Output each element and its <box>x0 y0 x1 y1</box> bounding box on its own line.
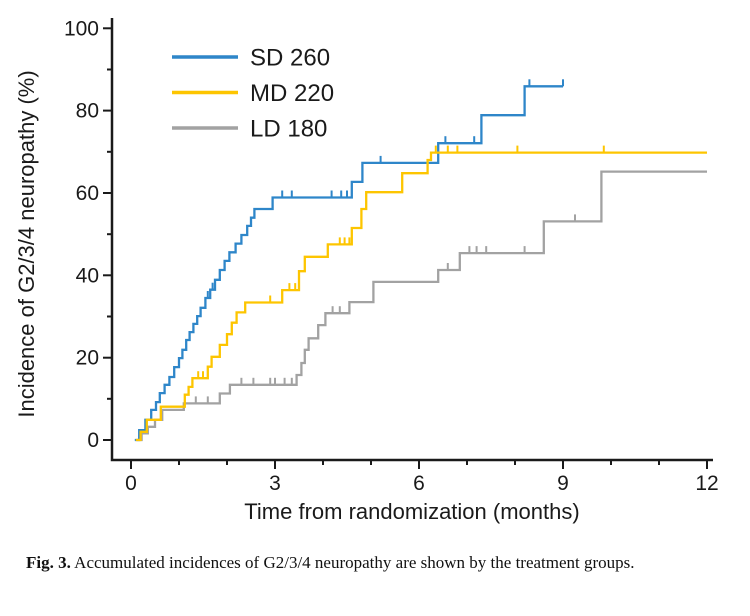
x-axis-title: Time from randomization (months) <box>244 499 579 524</box>
axes: 0 20 40 60 80 100 0 3 6 9 12 <box>64 17 719 495</box>
series-line <box>135 151 707 442</box>
legend-entry-ld-180: LD 180 <box>172 116 327 143</box>
series-ld-180 <box>136 170 707 442</box>
legend-label: MD 220 <box>250 80 334 107</box>
series-line <box>134 85 563 442</box>
x-tick-label: 9 <box>557 472 569 495</box>
chart-svg: 0 20 40 60 80 100 0 3 6 9 12 Incidence of G2/3/4 ne… <box>14 17 719 524</box>
legend-entry-md-220: MD 220 <box>172 80 334 107</box>
series-line <box>136 170 707 442</box>
y-tick-label: 20 <box>76 347 99 370</box>
y-axis-title: Incidence of G2/3/4 neuropathy (%) <box>14 70 39 417</box>
legend-label: SD 260 <box>250 45 330 72</box>
y-tick-label: 80 <box>76 100 99 123</box>
legend-entry-sd-260: SD 260 <box>172 45 330 72</box>
x-tick-label: 3 <box>269 472 281 495</box>
y-tick-label: 60 <box>76 182 99 205</box>
legend-label: LD 180 <box>250 116 327 143</box>
series-sd-260 <box>134 79 564 442</box>
legend: SD 260 MD 220 LD 180 <box>172 45 334 143</box>
x-tick-label: 6 <box>413 472 425 495</box>
series-md-220 <box>135 145 707 442</box>
caption-text: Accumulated incidences of G2/3/4 neuropa… <box>74 553 635 572</box>
y-tick-label: 40 <box>76 264 99 287</box>
y-tick-label: 0 <box>87 429 99 452</box>
caption-label: Fig. 3. <box>26 553 71 572</box>
chart-area: 0 20 40 60 80 100 0 3 6 9 12 Incidence of G2/3/4 ne… <box>14 17 719 524</box>
x-tick-label: 12 <box>695 472 718 495</box>
y-tick-label: 100 <box>64 17 99 40</box>
figure-caption: Fig. 3. Accumulated incidences of G2/3/4… <box>26 550 686 576</box>
x-tick-label: 0 <box>125 472 137 495</box>
